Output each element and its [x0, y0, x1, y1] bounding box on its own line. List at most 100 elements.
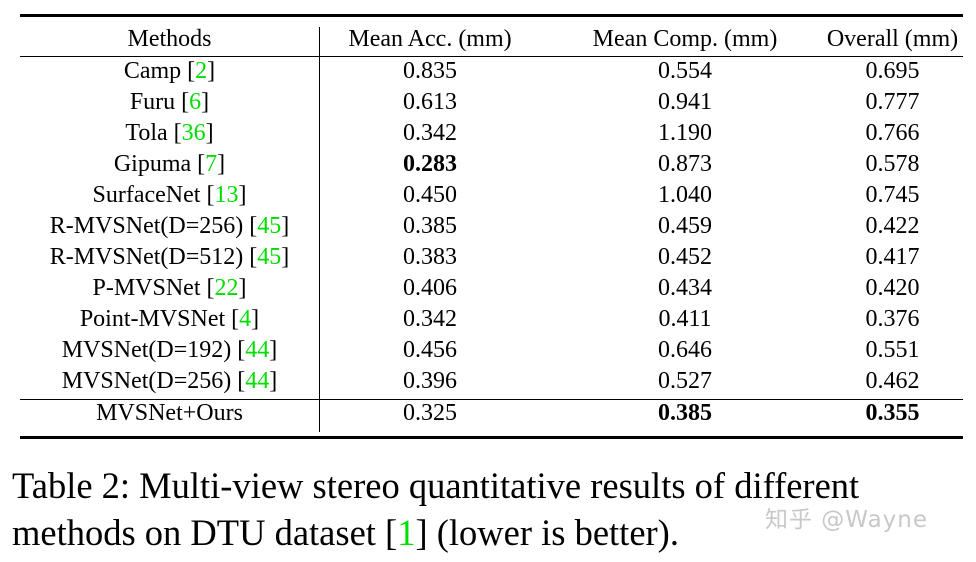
comp-value: 0.411	[658, 306, 712, 332]
method-name: R-MVSNet(D=256)	[49, 213, 244, 239]
method-name: P-MVSNet	[92, 275, 201, 301]
overall-value: 0.355	[865, 400, 920, 426]
acc-value: 0.342	[403, 306, 457, 332]
caption-text: ] (lower is better).	[415, 512, 679, 553]
method-cell: R-MVSNet(D=256) [45]	[49, 213, 290, 239]
citation-link[interactable]: 4	[239, 306, 252, 332]
citation-link[interactable]: 44	[245, 337, 270, 363]
acc-value: 0.456	[403, 337, 457, 363]
method-cell: R-MVSNet(D=512) [45]	[49, 244, 290, 270]
acc-value: 0.385	[403, 213, 457, 239]
header-mean-acc: Mean Acc. (mm)	[348, 26, 512, 52]
acc-value: 0.613	[403, 89, 457, 115]
method-name: Gipuma	[113, 151, 192, 177]
header-row: Methods Mean Acc. (mm) Mean Comp. (mm) O…	[20, 24, 963, 55]
header-methods: Methods	[127, 26, 212, 52]
comp-value: 0.452	[658, 244, 712, 270]
comp-value: 0.434	[658, 275, 712, 301]
method-cell: Camp [2]	[123, 58, 216, 84]
overall-value: 0.551	[865, 337, 920, 363]
overall-value: 0.417	[865, 244, 920, 270]
citation-link[interactable]: 2	[195, 58, 208, 84]
acc-value: 0.283	[403, 151, 457, 177]
column-divider	[319, 27, 320, 432]
method-name: MVSNet(D=192)	[61, 337, 232, 363]
acc-value: 0.342	[403, 120, 457, 146]
overall-value: 0.745	[865, 182, 920, 208]
acc-value: 0.383	[403, 244, 457, 270]
comp-value: 1.040	[658, 182, 712, 208]
mid-rule	[20, 399, 963, 400]
method-name: R-MVSNet(D=512)	[49, 244, 244, 270]
table-row: P-MVSNet [22] 0.406 0.434 0.420	[20, 273, 963, 304]
header-rule	[20, 56, 963, 57]
overall-value: 0.578	[865, 151, 920, 177]
header-overall: Overall (mm)	[826, 26, 959, 52]
citation-link[interactable]: 36	[181, 120, 206, 146]
method-cell: MVSNet(D=192) [44]	[61, 337, 278, 363]
method-cell: MVSNet(D=256) [44]	[61, 368, 278, 394]
table-row: MVSNet(D=256) [44] 0.396 0.527 0.462	[20, 366, 963, 397]
table-row: SurfaceNet [13] 0.450 1.040 0.745	[20, 180, 963, 211]
table-row: Furu [6] 0.613 0.941 0.777	[20, 87, 963, 118]
overall-value: 0.766	[865, 120, 920, 146]
method-cell: Furu [6]	[129, 89, 210, 115]
table-row: MVSNet(D=192) [44] 0.456 0.646 0.551	[20, 335, 963, 366]
method-name: MVSNet+Ours	[96, 400, 243, 426]
citation-link[interactable]: 7	[205, 151, 218, 177]
overall-value: 0.462	[865, 368, 920, 394]
acc-value: 0.835	[403, 58, 457, 84]
method-cell: Tola [36]	[125, 120, 214, 146]
comp-value: 0.873	[658, 151, 712, 177]
method-name: Furu	[129, 89, 176, 115]
overall-value: 0.420	[865, 275, 920, 301]
method-cell: SurfaceNet [13]	[92, 182, 247, 208]
citation-link[interactable]: 44	[245, 368, 270, 394]
method-name: SurfaceNet	[92, 182, 201, 208]
table-row: R-MVSNet(D=512) [45] 0.383 0.452 0.417	[20, 242, 963, 273]
method-cell: Point-MVSNet [4]	[79, 306, 260, 332]
method-name: Tola	[125, 120, 168, 146]
table-row: Gipuma [7] 0.283 0.873 0.578	[20, 149, 963, 180]
citation-link[interactable]: 1	[397, 512, 416, 553]
overall-value: 0.422	[865, 213, 920, 239]
table-row: R-MVSNet(D=256) [45] 0.385 0.459 0.422	[20, 211, 963, 242]
table-caption: Table 2: Multi-view stereo quantitative …	[12, 462, 859, 556]
header-mean-comp: Mean Comp. (mm)	[592, 26, 778, 52]
acc-value: 0.396	[403, 368, 457, 394]
table-row: Camp [2] 0.835 0.554 0.695	[20, 56, 963, 87]
method-name: Point-MVSNet	[79, 306, 226, 332]
overall-value: 0.777	[865, 89, 920, 115]
citation-link[interactable]: 6	[189, 89, 202, 115]
top-rule	[20, 14, 963, 17]
method-cell: P-MVSNet [22]	[92, 275, 247, 301]
citation-link[interactable]: 22	[214, 275, 239, 301]
table-row: Tola [36] 0.342 1.190 0.766	[20, 118, 963, 149]
method-cell: MVSNet+Ours	[20, 398, 319, 429]
caption-line-2: methods on DTU dataset [1] (lower is bet…	[12, 509, 859, 556]
overall-value: 0.376	[865, 306, 920, 332]
comp-value: 0.385	[658, 400, 712, 426]
citation-link[interactable]: 45	[257, 213, 282, 239]
comp-value: 0.527	[658, 368, 712, 394]
bottom-rule	[20, 436, 963, 439]
overall-value: 0.695	[865, 58, 920, 84]
comp-value: 0.646	[658, 337, 712, 363]
citation-link[interactable]: 45	[257, 244, 282, 270]
acc-value: 0.406	[403, 275, 457, 301]
method-name: MVSNet(D=256)	[61, 368, 232, 394]
citation-link[interactable]: 13	[214, 182, 239, 208]
acc-value: 0.450	[403, 182, 457, 208]
method-name: Camp	[123, 58, 182, 84]
acc-value: 0.325	[403, 400, 457, 426]
table-row: Point-MVSNet [4] 0.342 0.411 0.376	[20, 304, 963, 335]
caption-line-1: Table 2: Multi-view stereo quantitative …	[12, 465, 860, 506]
comp-value: 0.941	[658, 89, 712, 115]
comp-value: 0.554	[658, 58, 712, 84]
comp-value: 0.459	[658, 213, 712, 239]
caption-text: methods on DTU dataset [	[12, 512, 398, 553]
comp-value: 1.190	[658, 120, 712, 146]
method-cell: Gipuma [7]	[113, 151, 226, 177]
watermark: 知乎 @Wayne	[765, 507, 929, 533]
table-row: MVSNet+Ours 0.325 0.385 0.355	[20, 398, 963, 429]
